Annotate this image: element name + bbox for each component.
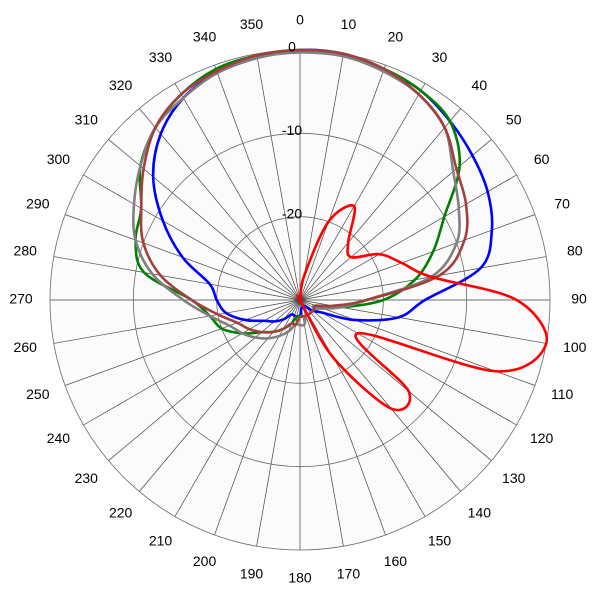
angle-label: 30 — [432, 49, 448, 65]
angle-label: 180 — [288, 570, 312, 586]
angle-label: 120 — [530, 430, 554, 446]
angle-label: 20 — [388, 29, 404, 45]
spoke — [139, 108, 301, 301]
spoke — [299, 64, 386, 301]
labels: 0 10 20 30 40 50 60 70 80 90 100 110 120 130 140 150 160… — [9, 12, 587, 586]
spoke — [214, 299, 301, 536]
spoke — [174, 83, 301, 301]
spoke — [299, 299, 492, 461]
angle-label: 330 — [149, 49, 173, 65]
spoke — [299, 299, 517, 426]
spoke — [108, 299, 301, 461]
pattern-trace — [139, 48, 469, 334]
angle-label: 80 — [567, 242, 583, 258]
angle-label: 160 — [384, 553, 408, 569]
angle-label: 40 — [472, 77, 488, 93]
spoke — [299, 299, 426, 517]
angle-label: 100 — [563, 339, 587, 355]
spoke — [299, 256, 547, 301]
radial-tick-label: -20 — [282, 205, 302, 221]
angle-label: 190 — [240, 565, 264, 581]
angle-label: 210 — [149, 532, 173, 548]
angle-label: 340 — [193, 29, 217, 45]
spoke — [64, 299, 301, 386]
angle-label: 260 — [14, 339, 38, 355]
spoke — [299, 299, 461, 492]
spoke — [299, 174, 517, 301]
spoke — [299, 108, 461, 301]
pattern-trace — [132, 51, 461, 340]
spoke — [299, 214, 536, 301]
spoke — [53, 299, 301, 344]
spoke — [299, 83, 426, 301]
spoke — [299, 299, 344, 547]
angle-label: 70 — [554, 195, 570, 211]
spoke — [256, 299, 301, 547]
angle-label: 110 — [551, 386, 574, 402]
angle-label: 220 — [109, 504, 133, 520]
spoke — [214, 64, 301, 301]
spoke — [299, 299, 386, 536]
radial-tick-label: -10 — [282, 122, 302, 138]
angle-label: 300 — [47, 151, 71, 167]
grid-ring — [132, 132, 468, 468]
angle-label: 280 — [14, 242, 38, 258]
angle-label: 310 — [75, 111, 99, 127]
angle-label: 150 — [428, 532, 452, 548]
traces — [132, 48, 549, 412]
angle-label: 0 — [296, 12, 304, 28]
angle-label: 270 — [9, 291, 33, 307]
pattern-trace — [296, 204, 549, 412]
angle-label: 290 — [26, 195, 50, 211]
angle-label: 170 — [337, 565, 361, 581]
angle-label: 90 — [571, 291, 587, 307]
spoke — [83, 174, 301, 301]
radial-tick-label: 0 — [288, 39, 296, 55]
spoke — [53, 256, 301, 301]
spoke — [256, 53, 301, 301]
spoke — [299, 53, 344, 301]
angle-label: 320 — [109, 77, 133, 93]
angle-label: 350 — [240, 16, 264, 32]
angle-label: 140 — [468, 504, 492, 520]
angle-label: 130 — [502, 470, 526, 486]
angle-label: 60 — [534, 151, 550, 167]
angle-label: 240 — [47, 430, 71, 446]
angle-label: 230 — [75, 470, 99, 486]
angle-label: 50 — [506, 111, 522, 127]
angle-label: 10 — [341, 16, 357, 32]
angle-label: 250 — [26, 386, 50, 402]
angle-label: 200 — [193, 553, 217, 569]
